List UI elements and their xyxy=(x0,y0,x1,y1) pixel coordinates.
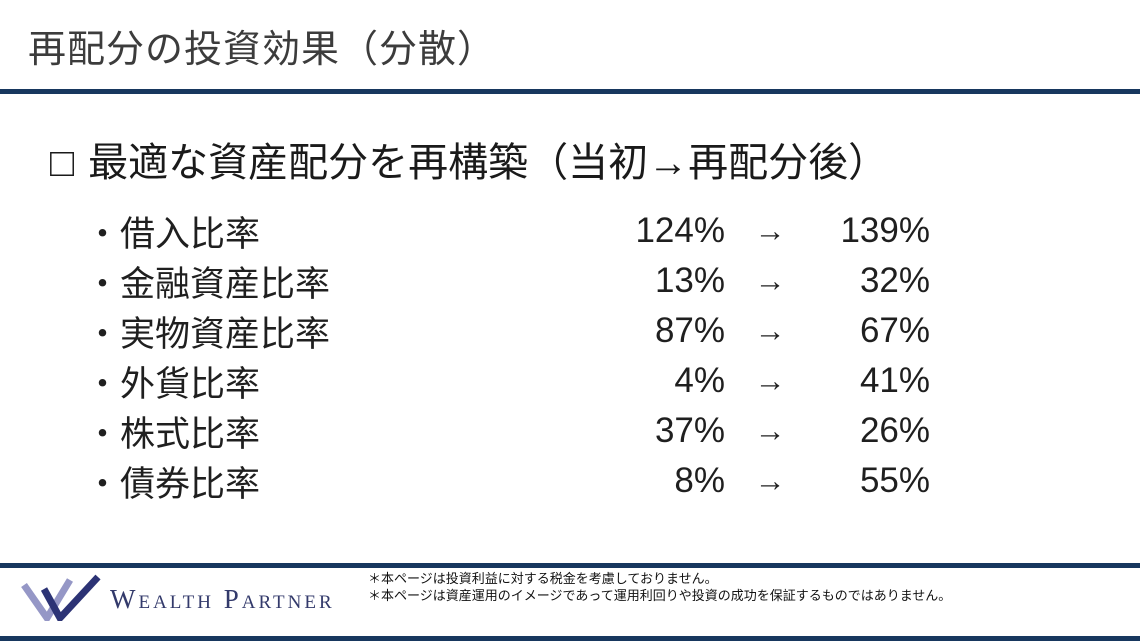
allocation-row: ・債券比率 8% → 55% xyxy=(85,456,930,506)
right-arrow-icon: → xyxy=(754,263,786,298)
allocation-row: ・借入比率 124% → 139% xyxy=(85,206,930,256)
right-arrow-icon: → xyxy=(754,213,786,248)
right-arrow-icon: → xyxy=(754,463,786,498)
before-value: 124% xyxy=(635,211,725,250)
before-value: 4% xyxy=(674,361,725,400)
ratio-label: ・株式比率 xyxy=(85,414,261,454)
page-title: 再配分の投資効果（分散） xyxy=(28,29,497,71)
before-value: 13% xyxy=(654,261,725,300)
section-heading-text: 最適な資産配分を再構築（当初→再配分後） xyxy=(88,141,889,185)
ratio-label: ・金融資産比率 xyxy=(85,264,331,304)
before-value: 87% xyxy=(654,311,725,350)
allocation-row: ・実物資産比率 87% → 67% xyxy=(85,306,930,356)
logo-w-icon xyxy=(21,574,101,621)
bottom-accent-bar xyxy=(0,636,1140,641)
footer-divider-rule xyxy=(0,563,1140,568)
allocation-list: ・借入比率 124% → 139% ・金融資産比率 13% → 32% ・実物資… xyxy=(85,206,930,506)
footnote-line-2: ＊本ページは資産運用のイメージであって運用利回りや投資の成功を保証するものではあ… xyxy=(368,587,952,603)
footnote-line-1: ＊本ページは投資利益に対する税金を考慮しておりません。 xyxy=(368,571,718,586)
allocation-row: ・外貨比率 4% → 41% xyxy=(85,356,930,406)
right-arrow-icon: → xyxy=(754,363,786,398)
footnotes: ＊本ページは投資利益に対する税金を考慮しておりません。 ＊本ページは資産運用のイ… xyxy=(368,571,951,604)
checkbox-square-icon: □ xyxy=(50,141,75,185)
after-value: 41% xyxy=(859,361,930,400)
ratio-label: ・債券比率 xyxy=(85,464,261,504)
logo-wordmark: Wealth Partner xyxy=(110,583,335,614)
before-value: 8% xyxy=(674,461,725,500)
allocation-row: ・金融資産比率 13% → 32% xyxy=(85,256,930,306)
ratio-label: ・実物資産比率 xyxy=(85,314,331,354)
after-value: 55% xyxy=(859,461,930,500)
after-value: 139% xyxy=(840,211,930,250)
ratio-label: ・借入比率 xyxy=(85,214,261,254)
allocation-row: ・株式比率 37% → 26% xyxy=(85,406,930,456)
before-value: 37% xyxy=(654,411,725,450)
after-value: 67% xyxy=(859,311,930,350)
after-value: 32% xyxy=(859,261,930,300)
right-arrow-icon: → xyxy=(754,313,786,348)
right-arrow-icon: → xyxy=(754,413,786,448)
ratio-label: ・外貨比率 xyxy=(85,364,261,404)
title-divider-rule xyxy=(0,89,1140,94)
company-logo: Wealth Partner xyxy=(20,573,335,621)
after-value: 26% xyxy=(859,411,930,450)
section-heading: □ 最適な資産配分を再構築（当初→再配分後） xyxy=(50,130,888,188)
